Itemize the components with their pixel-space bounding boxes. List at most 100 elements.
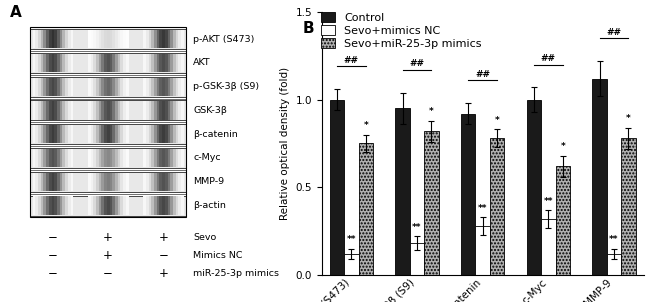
Bar (94, 30, 96, 48)
Text: ##: ## (410, 59, 424, 68)
Bar (55, 173, 57, 191)
Bar (168, 78, 170, 96)
Text: **: ** (346, 235, 356, 244)
Text: β-catenin: β-catenin (194, 130, 238, 139)
Bar (118, 78, 121, 96)
Bar (173, 173, 176, 191)
Bar (165, 197, 168, 215)
Bar (32, 125, 35, 143)
Bar (44, 78, 46, 96)
Text: **: ** (412, 223, 422, 232)
Bar (71, 78, 73, 96)
Legend: Control, Sevo+mimics NC, Sevo+miR-25-3p mimics: Control, Sevo+mimics NC, Sevo+miR-25-3p … (321, 12, 482, 49)
Bar (124, 173, 126, 191)
Bar (159, 125, 162, 143)
Bar (168, 101, 170, 120)
Text: +: + (159, 230, 168, 244)
Bar (112, 30, 115, 48)
Bar (32, 54, 35, 72)
Bar (88, 125, 91, 143)
Text: ##: ## (475, 70, 490, 79)
Bar (51, 54, 55, 72)
Bar (151, 197, 154, 215)
Bar (68, 78, 71, 96)
Bar (143, 30, 146, 48)
Bar (51, 149, 55, 167)
Bar (151, 54, 154, 72)
Bar (41, 197, 44, 215)
Bar (168, 30, 170, 48)
Bar (149, 149, 151, 167)
Bar (65, 54, 68, 72)
Bar (170, 78, 173, 96)
Bar (94, 197, 96, 215)
Bar (621, 138, 636, 275)
Bar (118, 125, 121, 143)
Bar (60, 78, 62, 96)
Bar (143, 78, 146, 96)
Bar (55, 30, 57, 48)
Text: −: − (159, 249, 168, 262)
Bar (101, 149, 104, 167)
Bar (173, 197, 176, 215)
Bar (162, 78, 165, 96)
Bar (359, 143, 373, 275)
Bar (157, 149, 160, 167)
Bar (330, 100, 344, 275)
Bar (41, 78, 44, 96)
Bar (110, 54, 112, 72)
Bar (154, 125, 157, 143)
Bar (146, 54, 149, 72)
Bar (146, 149, 149, 167)
Bar (62, 173, 65, 191)
Bar (120, 30, 124, 48)
Bar (94, 149, 96, 167)
Bar (165, 149, 168, 167)
Bar (60, 30, 62, 48)
Bar (38, 125, 41, 143)
Text: +: + (103, 249, 113, 262)
Bar (31, 77, 186, 97)
Bar (168, 197, 170, 215)
Bar (65, 149, 68, 167)
Bar (173, 30, 176, 48)
Text: −: − (48, 230, 58, 244)
Text: **: ** (478, 204, 488, 213)
Bar (35, 54, 38, 72)
Bar (120, 101, 124, 120)
Bar (159, 173, 162, 191)
Bar (62, 101, 65, 120)
Bar (126, 125, 129, 143)
Bar (151, 125, 154, 143)
Bar (151, 149, 154, 167)
Bar (94, 173, 96, 191)
Bar (118, 173, 121, 191)
Bar (118, 54, 121, 72)
Bar (110, 149, 112, 167)
Text: AKT: AKT (194, 58, 211, 67)
Bar (96, 149, 99, 167)
Bar (55, 197, 57, 215)
Bar (124, 54, 126, 72)
Bar (159, 149, 162, 167)
Bar (71, 173, 73, 191)
Bar (115, 101, 118, 120)
Bar (149, 125, 151, 143)
Bar (154, 149, 157, 167)
Bar (31, 27, 186, 217)
Bar (154, 197, 157, 215)
Bar (118, 30, 121, 48)
Bar (115, 54, 118, 72)
Text: ##: ## (344, 56, 359, 65)
Bar (115, 30, 118, 48)
Bar (126, 149, 129, 167)
Text: A: A (10, 5, 21, 20)
Bar (110, 173, 112, 191)
Bar (162, 197, 165, 215)
Bar (107, 149, 110, 167)
Bar (110, 197, 112, 215)
Bar (96, 30, 99, 48)
Bar (41, 54, 44, 72)
Bar (68, 54, 71, 72)
Bar (126, 197, 129, 215)
